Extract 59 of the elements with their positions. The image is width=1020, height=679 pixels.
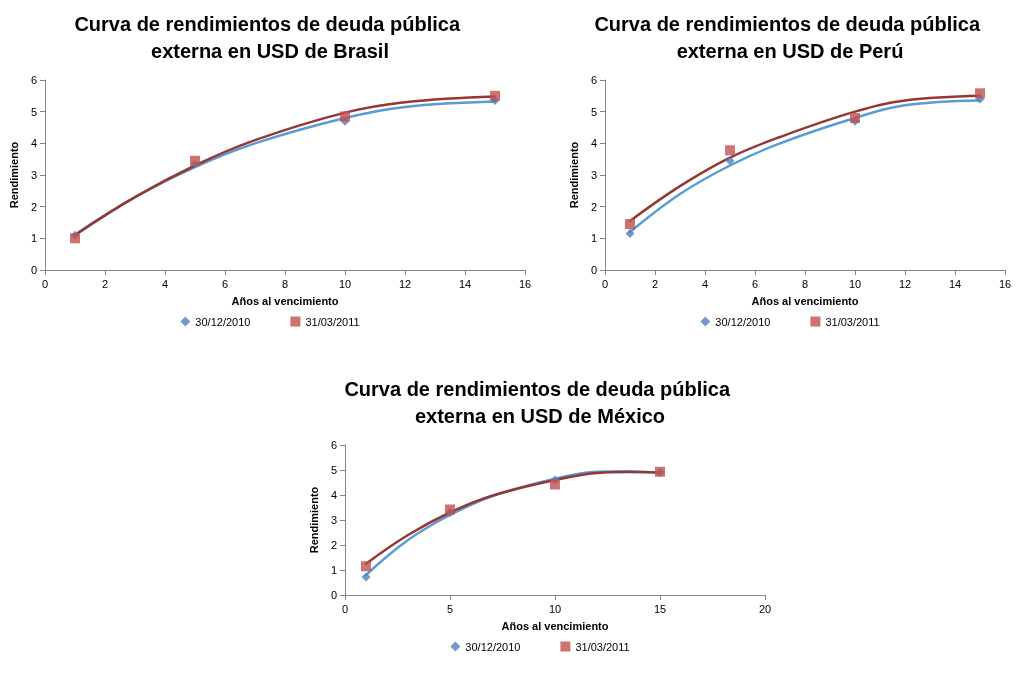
y-tick-label: 6 <box>30 74 37 86</box>
x-tick-label: 8 <box>281 277 289 290</box>
x-tick-label: 4 <box>161 277 169 290</box>
y-axis-title: Rendimiento <box>8 141 21 209</box>
y-tick-label: 5 <box>30 105 37 118</box>
legend-label: 31/03/2011 <box>825 315 880 328</box>
chart-title: Curva de rendimientos de deuda pública externa en USD de Perú <box>594 12 986 62</box>
y-tick-label: 5 <box>590 105 597 118</box>
x-axis-title: Años al vencimiento <box>751 294 859 307</box>
x-tick-label: 14 <box>458 277 472 290</box>
y-tick-label: 0 <box>590 264 597 276</box>
x-tick-label: 20 <box>758 602 772 615</box>
x-tick-label: 6 <box>751 277 759 290</box>
legend-label: 31/03/2011 <box>305 315 360 328</box>
y-tick-label: 6 <box>590 74 597 86</box>
x-tick-label: 0 <box>601 277 609 290</box>
x-tick-label: 2 <box>651 277 659 290</box>
x-tick-label: 15 <box>653 602 667 615</box>
chart-title: Curva de rendimientos de deuda pública externa en USD de México <box>344 377 736 427</box>
x-tick-label: 5 <box>446 602 454 615</box>
y-tick-label: 4 <box>330 489 337 501</box>
x-axis-title: Años al vencimiento <box>231 294 339 307</box>
y-tick-label: 1 <box>30 232 37 245</box>
y-axis-title: Rendimiento <box>308 486 321 554</box>
y-tick-label: 4 <box>30 137 37 150</box>
x-tick-label: 16 <box>518 277 532 290</box>
y-tick-label: 1 <box>590 232 597 245</box>
x-tick-label: 0 <box>41 277 49 290</box>
x-tick-label: 4 <box>701 277 709 290</box>
y-tick-label: 6 <box>330 439 337 451</box>
y-tick-label: 2 <box>30 200 37 213</box>
y-tick-label: 3 <box>590 169 597 181</box>
x-tick-label: 16 <box>998 277 1012 290</box>
y-tick-label: 1 <box>330 564 337 576</box>
x-tick-label: 12 <box>898 277 912 290</box>
x-tick-label: 10 <box>848 277 862 290</box>
x-tick-label: 10 <box>338 277 352 290</box>
y-axis-title: Rendimiento <box>568 141 581 209</box>
y-tick-label: 0 <box>330 589 337 601</box>
x-tick-label: 10 <box>548 602 562 615</box>
y-tick-label: 3 <box>330 514 337 526</box>
y-tick-label: 2 <box>590 200 597 213</box>
legend-label: 30/12/2010 <box>465 640 521 653</box>
chart-title: Curva de rendimientos de deuda pública externa en USD de Brasil <box>74 12 466 62</box>
x-tick-label: 6 <box>221 277 229 290</box>
legend-label: 30/12/2010 <box>715 315 771 328</box>
y-tick-label: 4 <box>590 137 597 150</box>
x-tick-label: 14 <box>948 277 962 290</box>
legend-label: 30/12/2010 <box>195 315 251 328</box>
y-tick-label: 3 <box>30 169 37 181</box>
x-axis-title: Años al vencimiento <box>501 619 609 632</box>
y-tick-label: 0 <box>30 264 37 276</box>
x-tick-label: 2 <box>101 277 109 290</box>
legend-label: 31/03/2011 <box>575 640 630 653</box>
y-tick-label: 2 <box>330 539 337 551</box>
x-tick-label: 0 <box>341 602 349 615</box>
x-tick-label: 8 <box>801 277 809 290</box>
y-tick-label: 5 <box>330 464 337 476</box>
x-tick-label: 12 <box>398 277 412 290</box>
